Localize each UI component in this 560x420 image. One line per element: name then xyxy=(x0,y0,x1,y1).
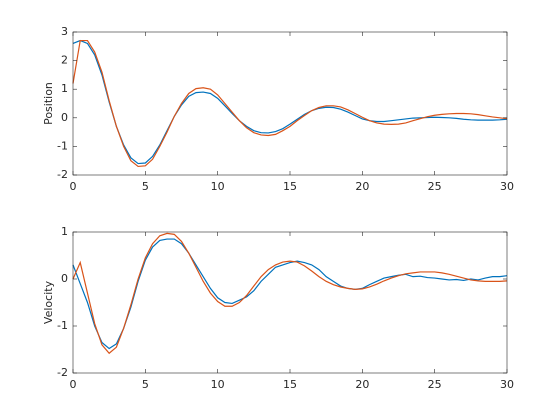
x-tick-label: 10 xyxy=(211,378,225,391)
x-tick-label: 5 xyxy=(142,378,149,391)
x-tick-label: 20 xyxy=(355,378,369,391)
x-tick-label: 30 xyxy=(500,180,514,193)
series-line xyxy=(72,232,508,355)
y-tick-label: -1 xyxy=(57,139,68,152)
x-tick-label: 10 xyxy=(211,180,225,193)
y-axis-label: Velocity xyxy=(42,280,55,324)
x-tick-label: 20 xyxy=(355,180,369,193)
y-tick-label: -2 xyxy=(57,168,68,181)
y-tick-label: 0 xyxy=(61,111,68,124)
y-tick-label: 3 xyxy=(61,25,68,38)
x-tick-label: 0 xyxy=(70,180,77,193)
x-tick-label: 0 xyxy=(70,378,77,391)
y-tick-label: 0 xyxy=(61,272,68,285)
y-tick-label: 2 xyxy=(61,54,68,67)
x-tick-label: 25 xyxy=(428,378,442,391)
series-line xyxy=(72,39,508,165)
x-tick-label: 15 xyxy=(283,378,297,391)
y-axis-label: Position xyxy=(42,82,55,125)
y-tick-label: -1 xyxy=(57,319,68,332)
x-tick-label: 15 xyxy=(283,180,297,193)
y-tick-label: 1 xyxy=(61,82,68,95)
plot-area xyxy=(73,32,507,175)
x-tick-label: 5 xyxy=(142,180,149,193)
y-tick-label: 1 xyxy=(61,225,68,238)
series-line xyxy=(72,238,508,350)
y-tick-label: -2 xyxy=(57,366,68,379)
series-line xyxy=(72,39,508,168)
plot-area xyxy=(73,232,507,373)
x-tick-label: 30 xyxy=(500,378,514,391)
x-tick-label: 25 xyxy=(428,180,442,193)
